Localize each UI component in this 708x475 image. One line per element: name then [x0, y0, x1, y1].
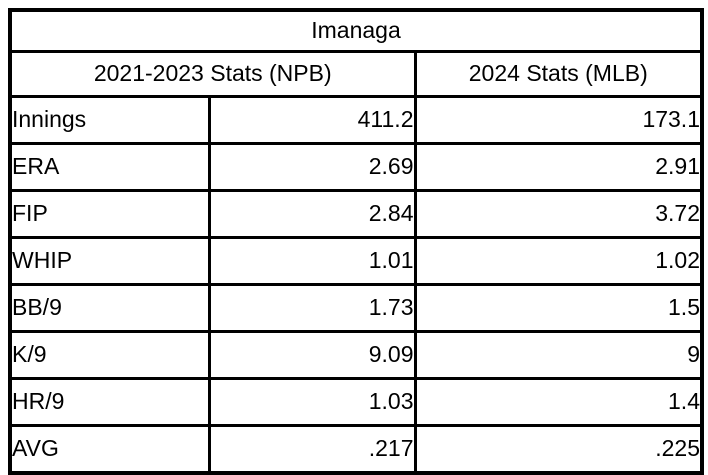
npb-value: .217: [207, 424, 417, 475]
mlb-value: 9: [413, 330, 704, 380]
table-row-hr9: HR/9 1.03 1.4: [8, 377, 704, 427]
mlb-value: 1.4: [413, 377, 704, 427]
mlb-value: 2.91: [413, 142, 704, 192]
page: Imanaga 2021-2023 Stats (NPB) 2024 Stats…: [8, 8, 704, 475]
npb-value: 9.09: [207, 330, 417, 380]
stat-label: BB/9: [8, 283, 211, 333]
table-row-avg: AVG .217 .225: [8, 424, 704, 475]
column-header-npb: 2021-2023 Stats (NPB): [8, 50, 417, 98]
mlb-value: .225: [413, 424, 704, 475]
column-header-mlb: 2024 Stats (MLB): [413, 50, 704, 98]
mlb-value: 3.72: [413, 189, 704, 239]
table-row-k9: K/9 9.09 9: [8, 330, 704, 380]
title-row: Imanaga: [8, 8, 704, 53]
mlb-value: 1.5: [413, 283, 704, 333]
stat-label: K/9: [8, 330, 211, 380]
stats-table: Imanaga 2021-2023 Stats (NPB) 2024 Stats…: [8, 8, 704, 475]
stat-label: FIP: [8, 189, 211, 239]
header-row: 2021-2023 Stats (NPB) 2024 Stats (MLB): [8, 50, 704, 98]
stat-label: ERA: [8, 142, 211, 192]
stat-label: AVG: [8, 424, 211, 475]
npb-value: 411.2: [207, 95, 417, 145]
npb-value: 1.01: [207, 236, 417, 286]
stat-label: WHIP: [8, 236, 211, 286]
npb-value: 2.69: [207, 142, 417, 192]
table-row-whip: WHIP 1.01 1.02: [8, 236, 704, 286]
table-row-bb9: BB/9 1.73 1.5: [8, 283, 704, 333]
mlb-value: 1.02: [413, 236, 704, 286]
npb-value: 2.84: [207, 189, 417, 239]
mlb-value: 173.1: [413, 95, 704, 145]
stat-label: HR/9: [8, 377, 211, 427]
table-row-innings: Innings 411.2 173.1: [8, 95, 704, 145]
npb-value: 1.03: [207, 377, 417, 427]
table-row-era: ERA 2.69 2.91: [8, 142, 704, 192]
table-title: Imanaga: [8, 8, 704, 53]
stat-label: Innings: [8, 95, 211, 145]
npb-value: 1.73: [207, 283, 417, 333]
table-row-fip: FIP 2.84 3.72: [8, 189, 704, 239]
